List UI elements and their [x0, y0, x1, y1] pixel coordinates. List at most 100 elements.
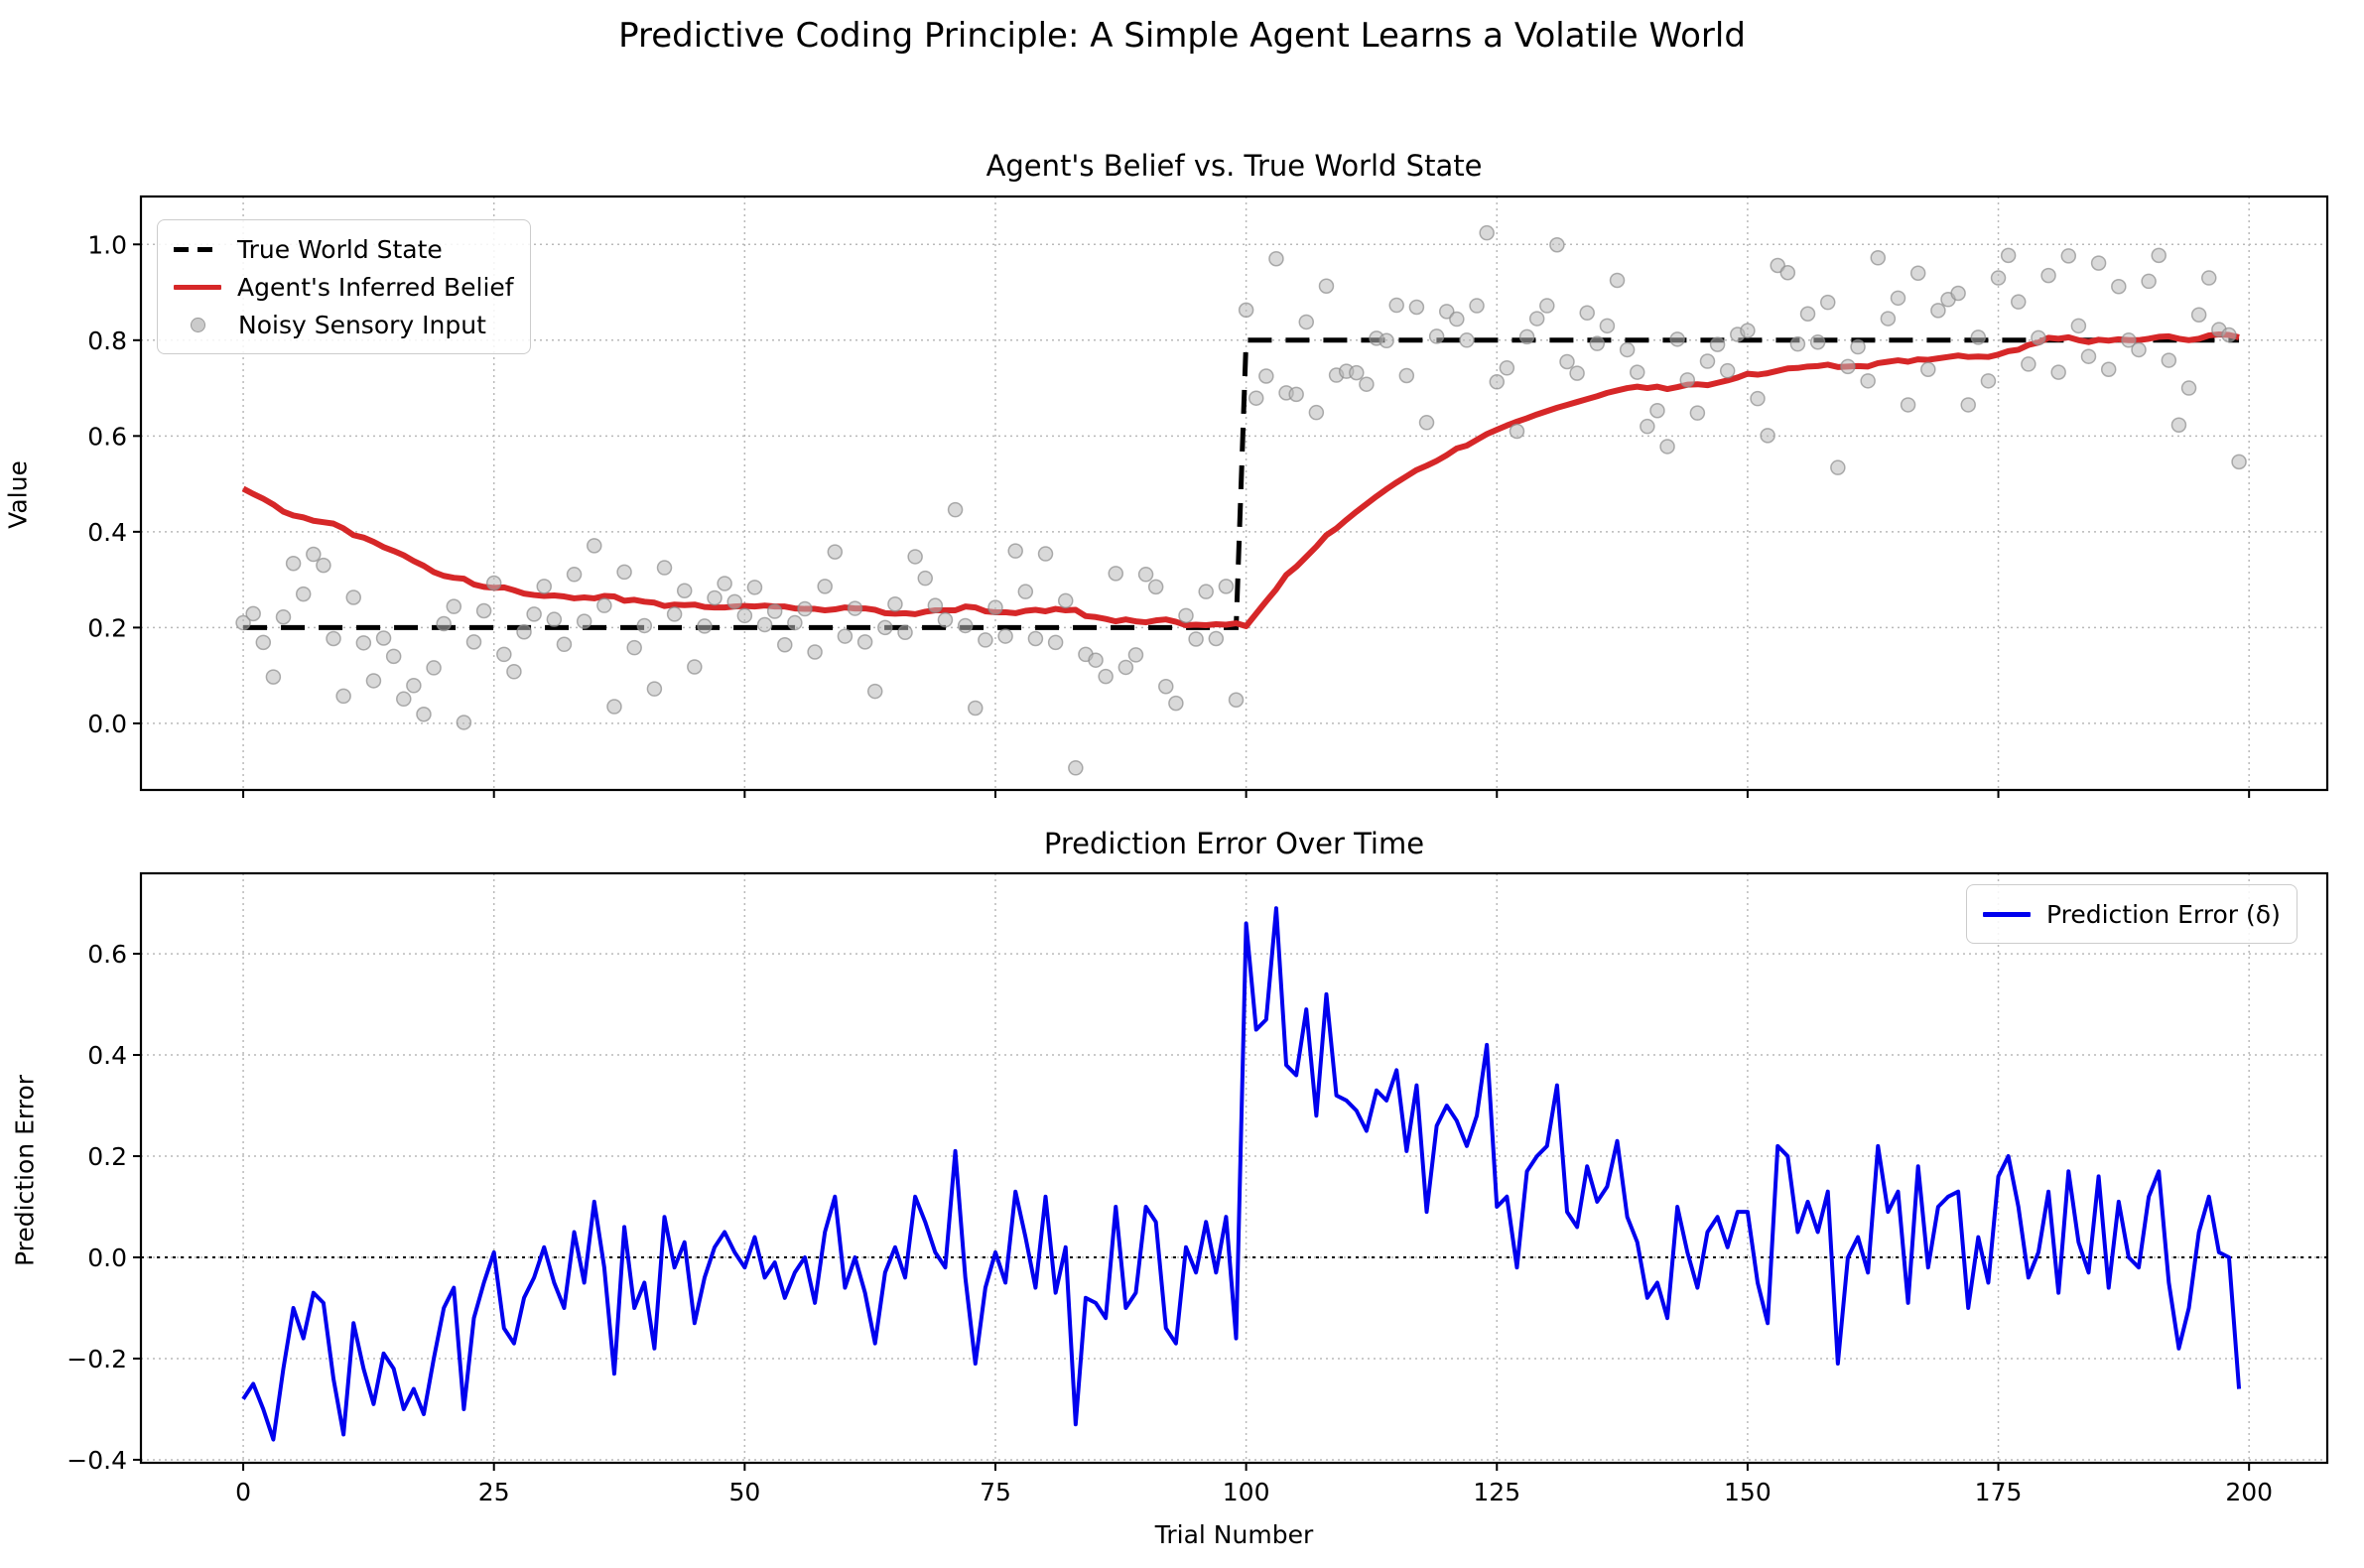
scatter-point — [446, 598, 462, 614]
scatter-point — [687, 659, 703, 675]
scatter-point — [1880, 311, 1897, 327]
scatter-point — [1950, 285, 1966, 302]
scatter-point — [797, 600, 813, 617]
legend-label: Agent's Inferred Belief — [237, 272, 514, 302]
scatter-point — [1088, 652, 1104, 668]
scatter-point — [2000, 247, 2017, 264]
scatter-point — [1017, 584, 1034, 599]
bottom-y-axis-label: Prediction Error — [10, 1074, 40, 1267]
prediction-error-line — [241, 906, 2242, 1442]
y-tick-label: −0.2 — [66, 1345, 127, 1373]
scatter-point — [576, 613, 592, 629]
scatter-point — [1178, 607, 1194, 624]
scatter-point — [697, 618, 713, 634]
scatter-point — [1980, 373, 1997, 389]
scatter-point — [596, 597, 612, 613]
scatter-point — [406, 678, 422, 694]
scatter-point — [306, 546, 322, 563]
scatter-point — [606, 699, 622, 715]
scatter-point — [1258, 368, 1274, 384]
legend-label: Prediction Error (δ) — [2046, 899, 2281, 929]
scatter-point — [1408, 299, 1425, 316]
scatter-point — [1248, 390, 1264, 406]
x-axis-label: Trial Number — [1154, 1520, 1314, 1549]
scatter-point — [1137, 567, 1154, 583]
scatter-point — [968, 700, 984, 717]
y-tick-label: 0.2 — [87, 613, 127, 642]
scatter-point — [2011, 294, 2027, 310]
scatter-point — [2021, 356, 2036, 372]
scatter-point — [917, 570, 934, 587]
scatter-point — [2170, 417, 2187, 433]
scatter-point — [707, 589, 722, 606]
scatter-point — [1158, 678, 1174, 695]
x-tick-label: 200 — [2225, 1478, 2273, 1506]
scatter-point — [316, 557, 331, 574]
red-line-swatch-icon — [174, 284, 221, 290]
x-tick-label: 100 — [1223, 1478, 1270, 1506]
scatter-point — [1970, 329, 1987, 345]
scatter-point — [1559, 353, 1575, 370]
scatter-point — [676, 583, 693, 598]
y-tick-label: 0.6 — [87, 422, 127, 451]
scatter-point — [456, 715, 472, 730]
scatter-point — [1990, 270, 2007, 286]
scatter-point — [1469, 298, 1485, 314]
gray-dot-swatch-icon — [191, 317, 205, 332]
scatter-point — [777, 637, 793, 653]
scatter-point — [726, 593, 742, 610]
scatter-point — [1479, 224, 1495, 241]
x-tick-label: 125 — [1473, 1478, 1520, 1506]
scatter-point — [1539, 298, 1555, 314]
scatter-point — [957, 617, 974, 634]
scatter-point — [787, 614, 803, 631]
scatter-point — [1188, 631, 1204, 647]
scatter-point — [245, 605, 261, 622]
scatter-point — [1900, 397, 1916, 413]
scatter-point — [1960, 397, 1976, 413]
y-tick-label: 0.2 — [87, 1142, 127, 1171]
scatter-point — [1057, 592, 1074, 609]
scatter-point — [496, 646, 512, 663]
scatter-point — [1860, 373, 1876, 389]
scatter-point — [385, 648, 402, 665]
scatter-point — [646, 681, 663, 697]
scatter-point — [436, 615, 452, 632]
scatter-point — [1930, 303, 1946, 319]
scatter-point — [1679, 372, 1696, 388]
scatter-point — [235, 614, 251, 631]
axes-spines — [139, 195, 2329, 792]
scatter-point — [1619, 341, 1636, 358]
scatter-point — [1489, 374, 1506, 390]
scatter-point — [546, 611, 563, 627]
scatter-point — [887, 595, 903, 612]
scatter-point — [997, 628, 1013, 644]
scatter-point — [1359, 376, 1375, 392]
scatter-point — [827, 544, 844, 560]
scatter-point — [1398, 367, 1415, 384]
scatter-point — [536, 579, 552, 594]
scatter-point — [626, 639, 642, 656]
scatter-point — [978, 632, 993, 648]
scatter-point — [465, 634, 482, 650]
scatter-point — [556, 636, 573, 653]
scatter-point — [285, 555, 302, 572]
scatter-point — [736, 607, 753, 624]
legend-label: Noisy Sensory Input — [238, 310, 486, 339]
scatter-point — [1117, 659, 1134, 676]
scatter-point — [1438, 304, 1455, 320]
top-legend: True World State Agent's Inferred Belief… — [157, 219, 531, 354]
scatter-point — [1459, 332, 1475, 348]
x-tick-label: 150 — [1724, 1478, 1772, 1506]
scatter-point — [2050, 364, 2066, 380]
legend-item-noisy-input: Noisy Sensory Input — [174, 306, 514, 343]
scatter-point — [1418, 415, 1435, 431]
x-tick-label: 50 — [728, 1478, 760, 1506]
scatter-point — [506, 664, 522, 680]
scatter-point — [947, 501, 964, 518]
scatter-point — [526, 606, 542, 622]
scatter-point — [2121, 332, 2137, 348]
legend-item-prediction-error: Prediction Error (δ) — [1983, 895, 2281, 933]
scatter-point — [255, 634, 272, 651]
x-tick-label: 25 — [478, 1478, 510, 1506]
